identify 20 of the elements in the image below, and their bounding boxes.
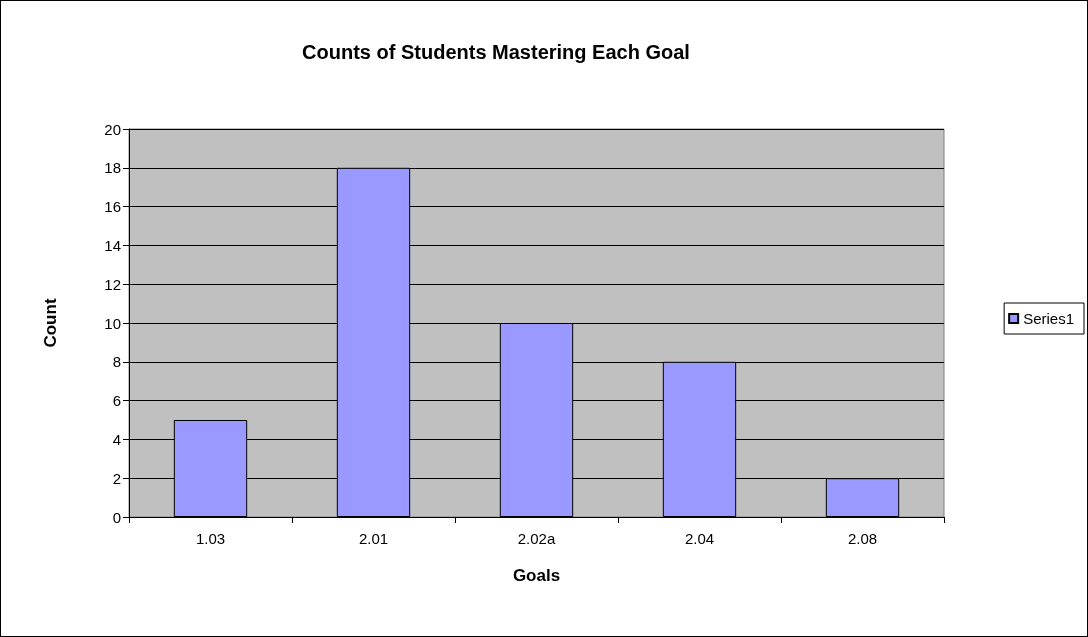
y-tick-label: 4 <box>112 430 121 448</box>
y-tick-label: 0 <box>112 508 121 526</box>
x-tick-label: 2.02a <box>517 530 556 547</box>
x-tick-label: 2.04 <box>684 530 715 547</box>
y-tick-label: 12 <box>104 275 121 293</box>
y-tick-label: 14 <box>104 236 121 254</box>
y-tick-label: 20 <box>104 120 121 138</box>
y-tick-label: 16 <box>104 198 121 216</box>
y-tick-label: 18 <box>104 159 121 177</box>
y-tick-label: 2 <box>112 469 121 487</box>
x-axis-title: Goals <box>512 566 561 585</box>
x-tick-label: 2.08 <box>847 530 878 547</box>
chart-title: Counts of Students Mastering Each Goal <box>302 41 690 63</box>
legend-label: Series1 <box>1023 310 1074 327</box>
x-tick-label: 2.01 <box>358 530 389 547</box>
y-tick-label: 8 <box>112 353 121 371</box>
y-tick-label: 6 <box>112 392 121 410</box>
y-tick-label: 10 <box>104 314 121 332</box>
x-tick-label: 1.03 <box>195 530 226 547</box>
y-axis-title: Count <box>41 298 60 348</box>
